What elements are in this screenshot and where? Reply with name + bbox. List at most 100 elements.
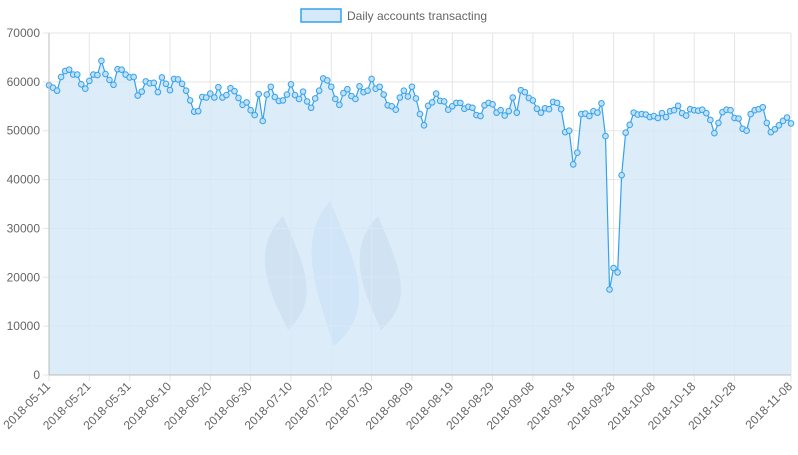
data-point bbox=[235, 94, 242, 102]
data-point bbox=[118, 66, 125, 73]
data-point bbox=[787, 120, 795, 127]
data-point bbox=[457, 99, 464, 107]
data-point bbox=[323, 77, 331, 84]
y-tick-label: 10000 bbox=[7, 319, 41, 333]
data-point bbox=[327, 83, 335, 91]
data-point bbox=[747, 110, 754, 118]
data-point bbox=[396, 94, 404, 101]
x-tick-label: 2018-11-08 bbox=[742, 379, 795, 432]
data-point bbox=[263, 91, 271, 98]
data-point bbox=[698, 106, 706, 114]
data-point bbox=[388, 102, 396, 110]
data-point bbox=[94, 71, 101, 79]
data-point bbox=[440, 98, 448, 105]
data-point bbox=[315, 87, 323, 94]
data-point bbox=[207, 90, 214, 97]
data-point bbox=[211, 94, 218, 101]
data-point bbox=[569, 161, 577, 168]
data-point bbox=[352, 95, 359, 103]
data-point bbox=[158, 74, 166, 81]
data-point bbox=[154, 88, 162, 96]
y-tick-label: 60000 bbox=[7, 75, 41, 89]
data-point bbox=[182, 87, 190, 94]
data-point bbox=[174, 76, 182, 83]
data-point bbox=[86, 77, 93, 85]
data-point bbox=[497, 106, 504, 114]
data-point bbox=[553, 99, 561, 107]
data-point bbox=[602, 132, 609, 140]
data-point bbox=[267, 83, 275, 91]
data-point bbox=[477, 112, 484, 120]
data-point bbox=[202, 94, 210, 101]
data-point bbox=[469, 104, 476, 112]
data-point bbox=[376, 83, 383, 91]
data-point bbox=[231, 87, 238, 95]
data-point bbox=[65, 66, 73, 73]
y-tick-label: 70000 bbox=[7, 26, 41, 40]
data-point bbox=[775, 122, 783, 129]
data-point bbox=[98, 57, 105, 65]
data-point bbox=[573, 149, 581, 156]
data-point bbox=[215, 83, 222, 91]
data-point bbox=[489, 101, 496, 108]
data-point bbox=[614, 269, 621, 276]
data-point bbox=[420, 122, 428, 129]
data-point bbox=[529, 97, 537, 104]
data-point bbox=[682, 112, 690, 119]
data-point bbox=[380, 91, 388, 98]
legend-swatch[interactable] bbox=[300, 8, 342, 23]
data-point bbox=[162, 80, 170, 88]
data-point bbox=[598, 100, 605, 107]
data-point bbox=[444, 106, 452, 114]
data-point bbox=[57, 73, 65, 81]
data-point bbox=[610, 264, 617, 272]
data-point bbox=[622, 129, 629, 136]
data-point bbox=[106, 76, 113, 84]
data-point bbox=[368, 75, 375, 83]
data-point bbox=[537, 109, 545, 116]
data-point bbox=[783, 114, 791, 121]
data-point bbox=[727, 106, 734, 114]
data-point bbox=[178, 80, 186, 88]
data-point bbox=[340, 89, 347, 97]
data-point bbox=[283, 91, 291, 98]
data-point bbox=[513, 109, 521, 116]
data-point bbox=[307, 104, 315, 112]
data-point bbox=[606, 286, 613, 293]
data-point bbox=[299, 88, 307, 95]
legend[interactable]: Daily accounts transacting bbox=[300, 8, 487, 23]
data-point bbox=[102, 70, 109, 78]
data-point bbox=[186, 97, 194, 104]
data-point bbox=[279, 97, 287, 104]
y-tick-label: 20000 bbox=[7, 270, 41, 284]
data-point bbox=[81, 85, 89, 92]
data-point bbox=[408, 83, 416, 91]
data-point bbox=[771, 125, 779, 133]
data-point bbox=[336, 101, 343, 109]
y-tick-label: 0 bbox=[33, 368, 40, 382]
data-point bbox=[255, 90, 263, 98]
data-point bbox=[424, 102, 432, 110]
data-point bbox=[53, 87, 61, 94]
legend-label[interactable]: Daily accounts transacting bbox=[347, 9, 487, 23]
data-point bbox=[243, 99, 250, 106]
y-tick-label: 30000 bbox=[7, 221, 41, 235]
data-point bbox=[533, 105, 541, 113]
data-point bbox=[166, 86, 174, 94]
data-point bbox=[251, 111, 258, 119]
y-tick-label: 50000 bbox=[7, 124, 41, 138]
data-point bbox=[674, 102, 682, 110]
data-point bbox=[545, 105, 553, 113]
data-point bbox=[392, 106, 400, 114]
data-point bbox=[703, 109, 710, 117]
data-point bbox=[150, 79, 158, 87]
data-point bbox=[134, 92, 142, 99]
data-point bbox=[356, 82, 363, 90]
data-point bbox=[404, 93, 412, 100]
data-point bbox=[654, 114, 662, 122]
data-point bbox=[130, 73, 137, 81]
data-point bbox=[291, 91, 299, 99]
data-point bbox=[586, 112, 593, 120]
